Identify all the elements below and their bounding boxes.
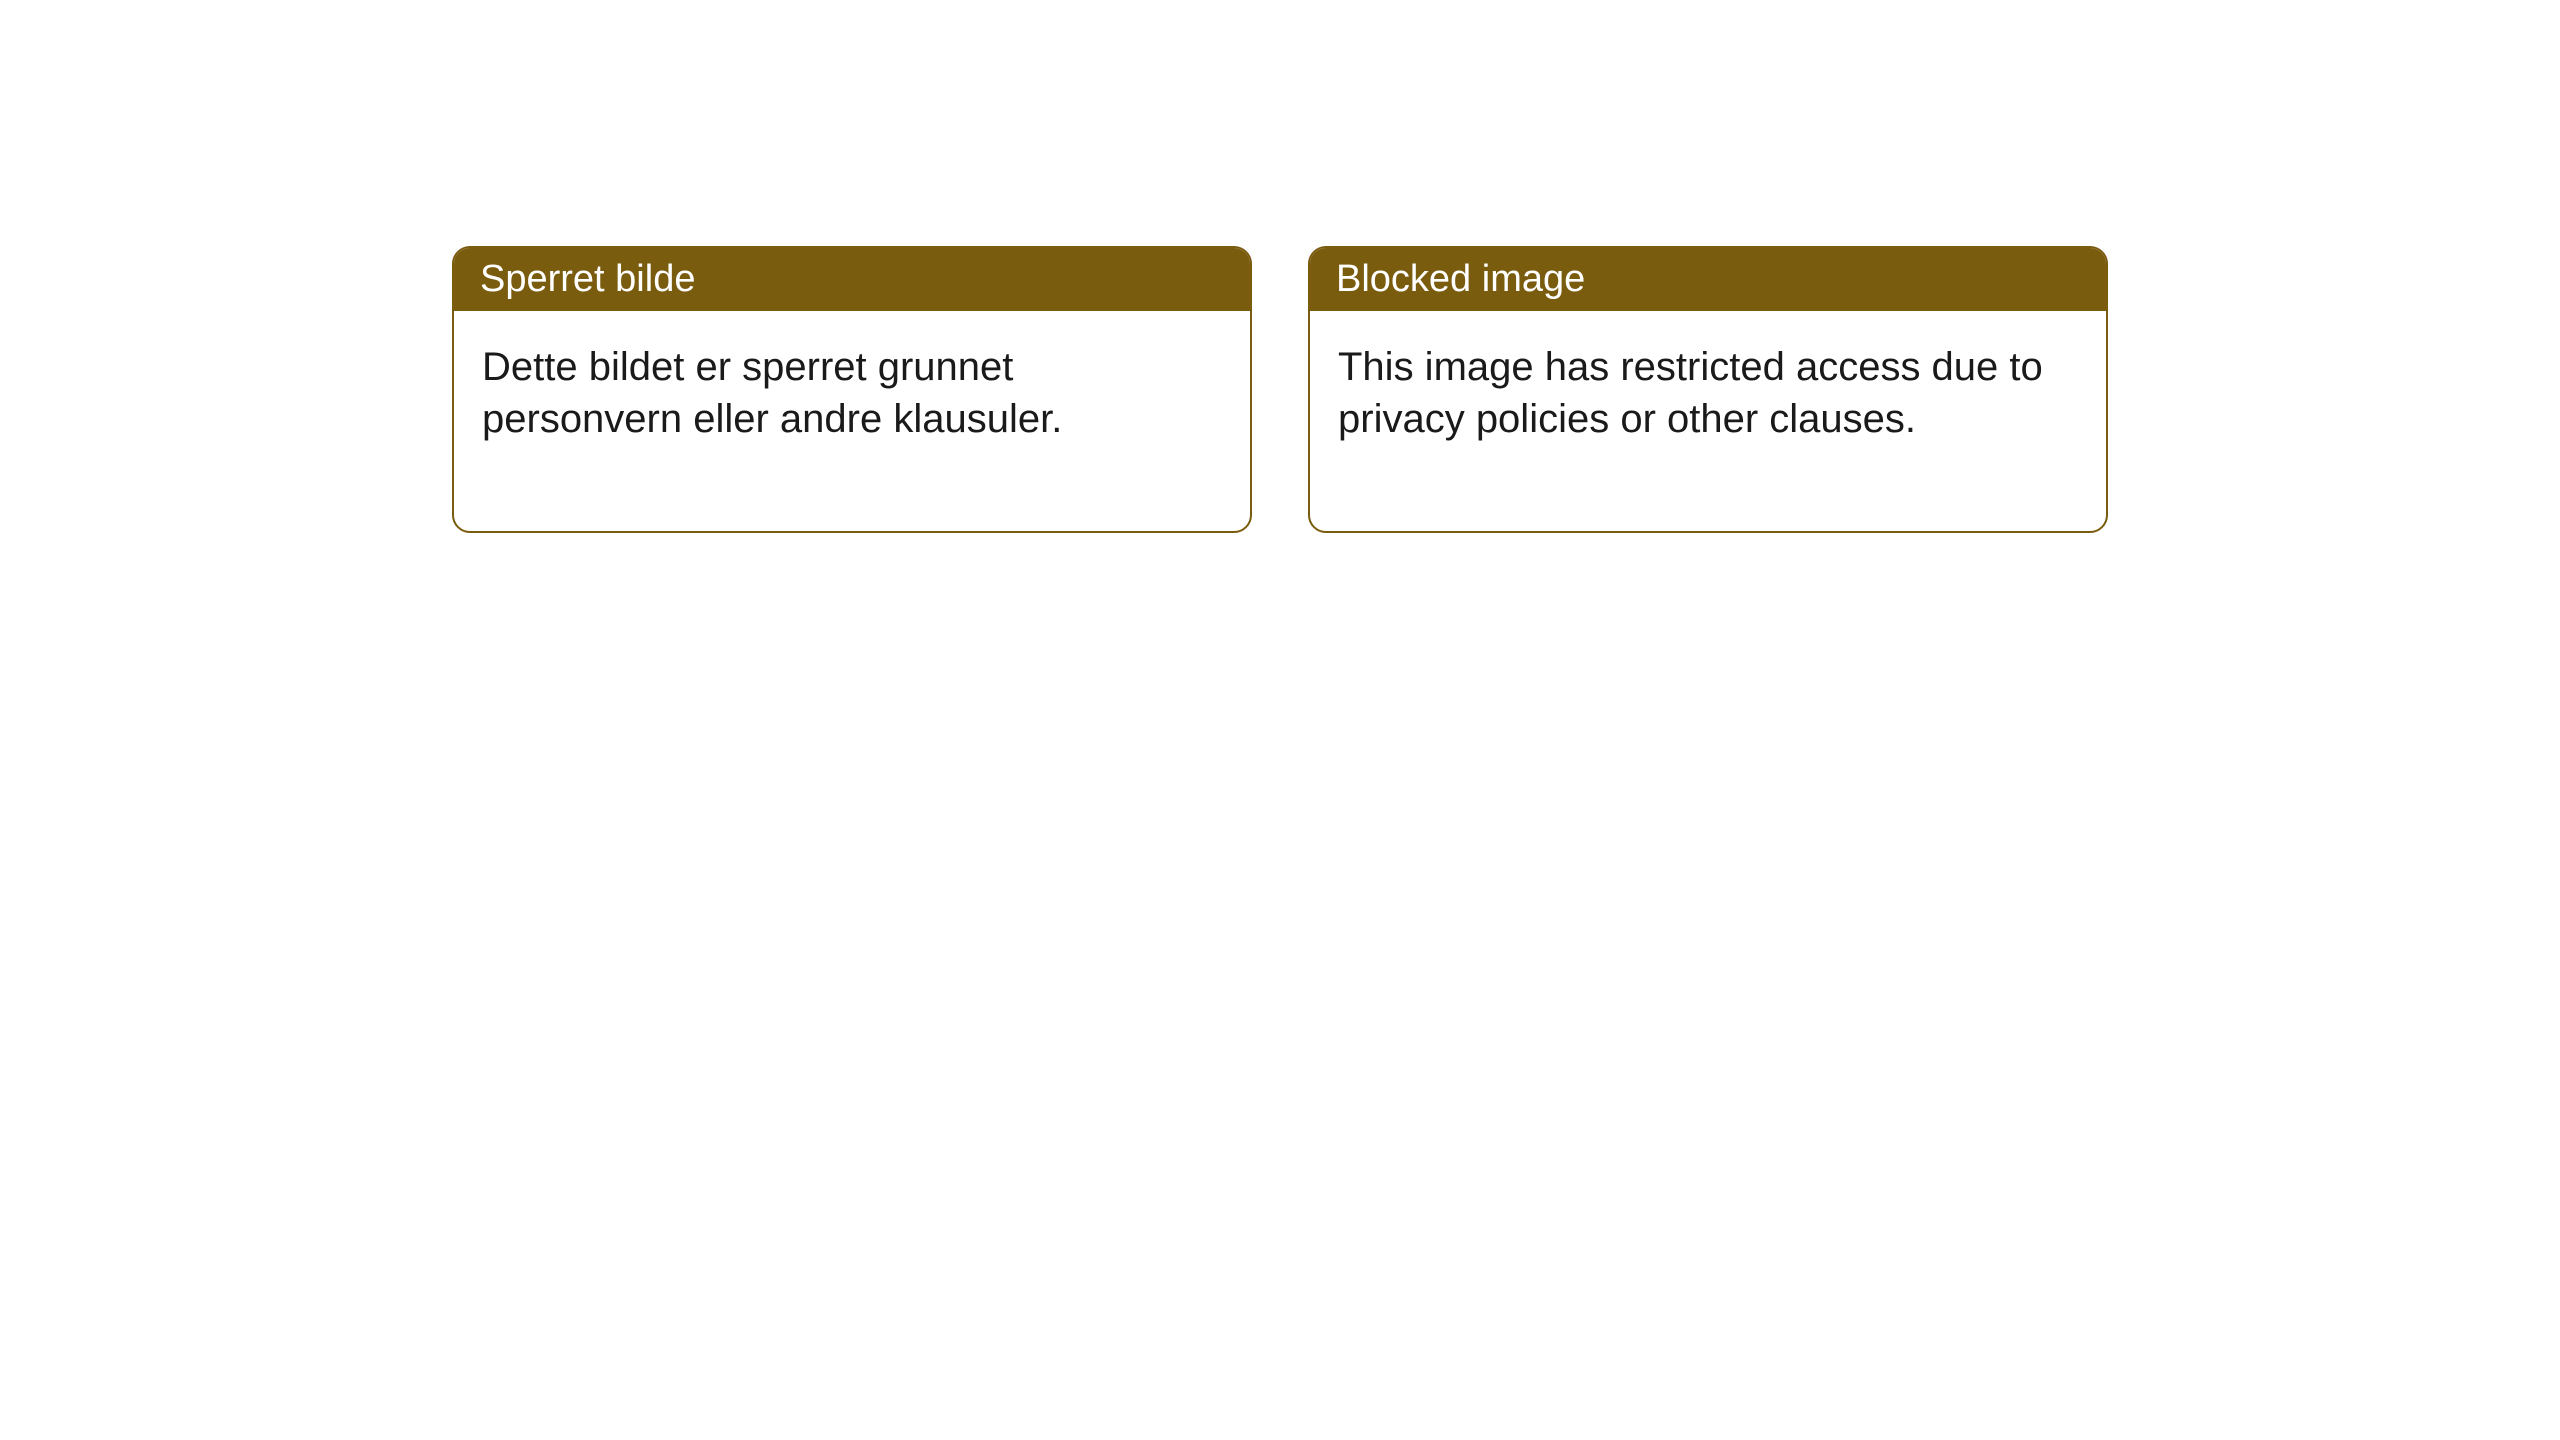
card-title: Blocked image bbox=[1336, 258, 1585, 300]
card-body-text: Dette bildet er sperret grunnet personve… bbox=[482, 345, 1062, 441]
blocked-image-card-no: Sperret bilde Dette bildet er sperret gr… bbox=[452, 246, 1252, 533]
card-header: Sperret bilde bbox=[454, 248, 1250, 311]
card-header: Blocked image bbox=[1310, 248, 2106, 311]
card-body: This image has restricted access due to … bbox=[1310, 311, 2106, 531]
card-body: Dette bildet er sperret grunnet personve… bbox=[454, 311, 1250, 531]
card-title: Sperret bilde bbox=[480, 258, 695, 300]
cards-container: Sperret bilde Dette bildet er sperret gr… bbox=[452, 246, 2108, 533]
card-body-text: This image has restricted access due to … bbox=[1338, 345, 2043, 441]
blocked-image-card-en: Blocked image This image has restricted … bbox=[1308, 246, 2108, 533]
